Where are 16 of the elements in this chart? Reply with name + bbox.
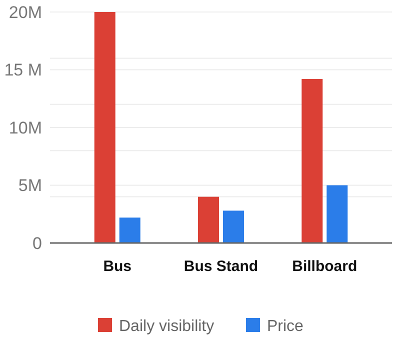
legend-label: Daily visibility (119, 318, 214, 335)
y-tick-label: 10M (8, 118, 42, 138)
bar (326, 185, 348, 243)
y-tick-label: 15 M (4, 60, 42, 80)
y-tick-label: 0 (32, 234, 42, 253)
x-tick-label: Billboard (292, 258, 358, 275)
y-tick-label: 20M (8, 2, 42, 22)
x-tick-label: Bus Stand (184, 258, 258, 275)
y-tick-label: 5M (18, 176, 42, 196)
legend-label: Price (267, 318, 304, 335)
bar (223, 210, 244, 243)
bar (94, 12, 116, 243)
bar (198, 196, 219, 243)
bar (119, 218, 140, 243)
bar (302, 78, 323, 243)
x-tick-label: Bus (103, 258, 132, 275)
